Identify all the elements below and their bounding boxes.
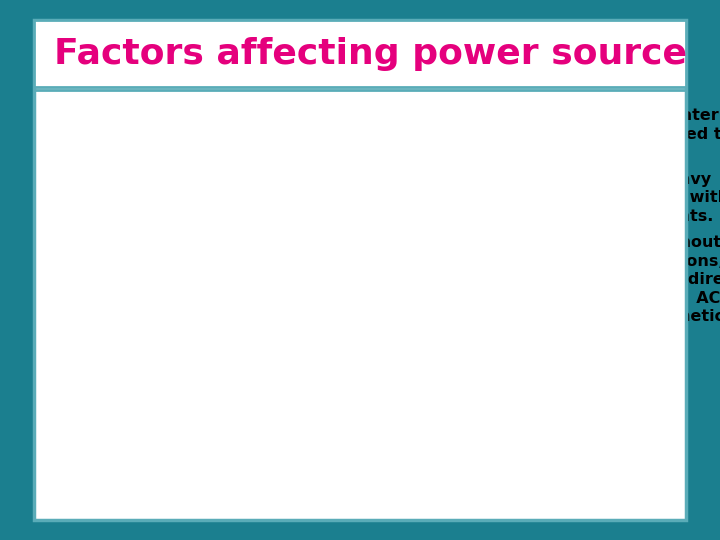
Text: used on AC or DC, some will work properly only on DC.: used on AC or DC, some will work properl…	[81, 145, 576, 160]
Text: produced.: produced.	[81, 328, 173, 343]
Text: weldment.  In weldments that have varying thickness and protrusions, this: weldment. In weldments that have varying…	[81, 254, 720, 269]
Text: seldom causes this problem because of the rapidly reversing magnetic field: seldom causes this problem because of th…	[81, 309, 720, 324]
Text: Electrode Selection: Electrode Selection	[81, 108, 257, 123]
Text: - When welding with DC, magnetic fields are set up throughout the: - When welding with DC, magnetic fields …	[143, 235, 720, 250]
Text: 1.: 1.	[57, 108, 74, 123]
Text: range of electrode types.  While most of the electrodes are designed to be: range of electrode types. While most of …	[81, 127, 720, 141]
Text: magnetic field can affect the arc by making it stray or fluctuate in direction.: magnetic field can affect the arc by mak…	[81, 272, 720, 287]
Text: because it is easier to strike and maintain the DC arc at low currents.: because it is easier to strike and maint…	[81, 208, 713, 224]
Text: 2.: 2.	[57, 172, 74, 187]
Text: Arc Blow: Arc Blow	[81, 235, 161, 250]
Text: sections and light gauge work.  Sheet metal is more easily welded with DC: sections and light gauge work. Sheet met…	[81, 190, 720, 205]
Text: Metal Thickness: Metal Thickness	[81, 172, 228, 187]
Text: Factors affecting power source: Factors affecting power source	[53, 37, 687, 71]
Text: - DC power sources may be used for welding both heavy: - DC power sources may be used for weldi…	[196, 172, 711, 187]
Text: 5.: 5.	[57, 235, 74, 250]
Text: - Using a DC power source allows the use of a greater: - Using a DC power source allows the use…	[226, 108, 719, 123]
Text: This condition is especially troublesome when welding in corners.  AC: This condition is especially troublesome…	[81, 291, 720, 306]
